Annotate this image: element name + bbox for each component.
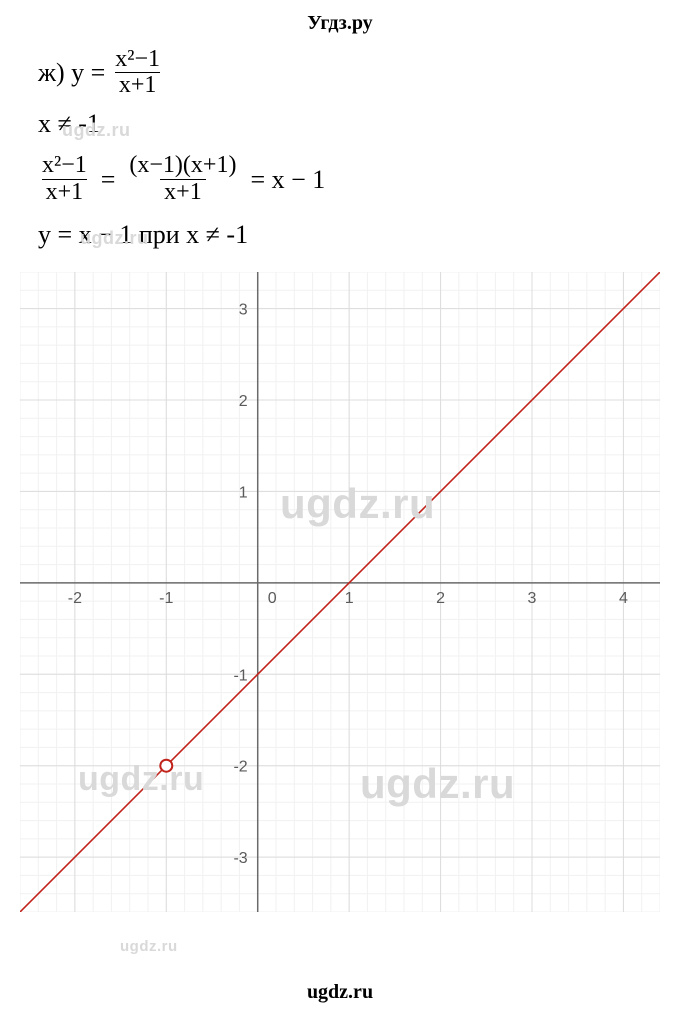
- svg-text:-2: -2: [233, 758, 247, 775]
- svg-text:1: 1: [345, 590, 354, 607]
- svg-text:-1: -1: [159, 590, 173, 607]
- math-line-2: x ≠ -1: [38, 104, 680, 143]
- page-footer: ugdz.ru: [0, 981, 680, 1004]
- fraction-2: x²−1 x+1: [38, 153, 91, 204]
- fraction-2-den: x+1: [42, 179, 88, 205]
- svg-text:0: 0: [268, 590, 277, 607]
- line1-prefix: ж) y =: [38, 53, 105, 92]
- svg-text:-3: -3: [233, 850, 247, 867]
- fraction-3-num: (x−1)(x+1): [125, 153, 240, 178]
- svg-text:1: 1: [239, 484, 248, 501]
- fraction-3: (x−1)(x+1) x+1: [125, 153, 240, 204]
- watermark: ugdz.ru: [120, 938, 178, 955]
- footer-title: ugdz.ru: [307, 981, 373, 1003]
- chart-container: -2 -1 1 2 3 4 -3 -2 -1 1 2 3 0: [20, 272, 660, 912]
- fraction-1-num: x²−1: [111, 47, 164, 72]
- svg-text:2: 2: [239, 393, 248, 410]
- equals-1: =: [101, 160, 116, 199]
- fraction-2-num: x²−1: [38, 153, 91, 178]
- fraction-1: x²−1 x+1: [111, 47, 164, 98]
- math-line-4: y = x − 1 при x ≠ -1: [38, 215, 680, 254]
- svg-text:2: 2: [436, 590, 445, 607]
- header-title: Угдз.ру: [307, 12, 372, 34]
- page-header: Угдз.ру: [0, 0, 680, 43]
- svg-text:3: 3: [528, 590, 537, 607]
- svg-text:-2: -2: [68, 590, 82, 607]
- svg-text:4: 4: [619, 590, 628, 607]
- fraction-3-den: x+1: [160, 179, 206, 205]
- fraction-1-den: x+1: [115, 72, 161, 98]
- math-line-3: x²−1 x+1 = (x−1)(x+1) x+1 = x − 1: [38, 153, 680, 204]
- math-derivation: ж) y = x²−1 x+1 x ≠ -1 x²−1 x+1 = (x−1)(…: [0, 47, 680, 254]
- line3-tail: = x − 1: [250, 160, 325, 199]
- svg-text:-1: -1: [233, 667, 247, 684]
- math-line-1: ж) y = x²−1 x+1: [38, 47, 680, 98]
- svg-text:3: 3: [239, 301, 248, 318]
- line-chart: -2 -1 1 2 3 4 -3 -2 -1 1 2 3 0: [20, 272, 660, 912]
